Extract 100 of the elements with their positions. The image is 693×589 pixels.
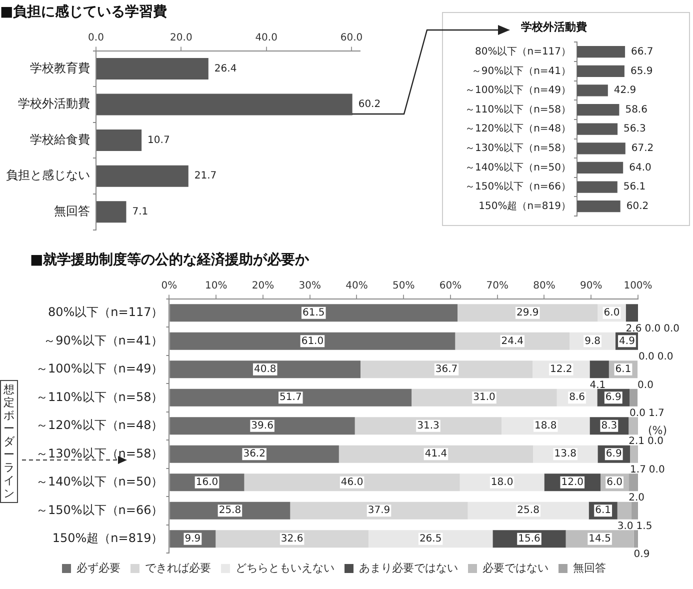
x-tick-label: 40.0: [255, 32, 278, 44]
bar: [577, 200, 620, 212]
y-tick-label: ～110%以下（n=58）: [465, 103, 572, 116]
bar: [170, 304, 458, 322]
data-label: 10.7: [148, 134, 170, 146]
y-tick-label: 80%以下（n=117）: [475, 45, 572, 58]
data-label: 51.7: [280, 392, 302, 404]
data-label: 6.9: [605, 392, 622, 404]
bar: [626, 304, 638, 322]
y-tick-label: 学校外活動費: [18, 96, 90, 111]
bar: [170, 502, 290, 520]
data-label: 26.5: [419, 533, 442, 544]
data-label: 18.0: [490, 476, 514, 488]
bar: [468, 502, 589, 520]
data-label: 32.6: [280, 533, 304, 544]
bar: [96, 94, 352, 116]
legend-label: あまり必要ではない: [359, 561, 458, 574]
bar: [96, 130, 142, 152]
y-tick-label: ～100%以下（n=49）: [465, 84, 572, 96]
y-tick-label: ～90%以下（n=41）: [471, 64, 572, 77]
data-label: 25.8: [218, 505, 242, 516]
y-tick-label: ～150%以下（n=66）: [36, 502, 164, 517]
data-label: 41.4: [424, 448, 448, 460]
data-label: 58.6: [625, 104, 648, 116]
y-tick-label: ～140%以下（n=50）: [465, 161, 572, 174]
data-label: 3.0: [617, 520, 634, 532]
x-tick-label: 70%: [486, 280, 508, 292]
data-label: 14.5: [588, 533, 611, 544]
data-label: 46.0: [340, 476, 364, 488]
data-label: 31.0: [473, 392, 496, 404]
chart-title: 学校外活動費: [521, 20, 587, 34]
data-label: 0.0: [648, 436, 664, 448]
x-tick-label: 20.0: [170, 32, 192, 44]
text: 想定ボーダーライン: [4, 383, 14, 500]
y-tick-label: ～140%以下（n=50）: [36, 474, 164, 489]
data-label: 29.9: [516, 308, 539, 319]
data-label: 66.7: [631, 46, 654, 58]
y-tick-label: 150%超（n=819）: [478, 200, 572, 212]
y-tick-label: 学校給食費: [30, 132, 90, 146]
x-tick-label: 80%: [533, 280, 556, 292]
data-label: 8.6: [569, 392, 586, 404]
data-label: 0.0: [664, 323, 680, 334]
x-tick-label: 60.0: [340, 32, 363, 44]
data-label: 67.2: [631, 143, 654, 154]
y-tick-label: ～120%以下（n=48）: [465, 122, 572, 135]
x-tick-label: 10%: [204, 280, 228, 292]
bar: [577, 142, 626, 154]
y-tick-label: 80%以下（n=117）: [48, 305, 164, 320]
data-label: 8.3: [601, 420, 618, 432]
data-label: 65.9: [630, 66, 653, 77]
data-label: 25.8: [517, 505, 540, 516]
data-label: 6.1: [595, 505, 612, 516]
data-label: 6.0: [604, 308, 620, 319]
x-tick-label: 40%: [346, 280, 368, 292]
bar: [628, 417, 638, 435]
data-label: 31.3: [417, 420, 440, 432]
legend-label: 必ず必要: [76, 561, 120, 574]
bar: [458, 304, 598, 322]
data-label: 40.8: [254, 364, 276, 376]
legend-label: 無回答: [573, 561, 606, 574]
data-label: 24.4: [501, 336, 524, 347]
y-tick-label: ～90%以下（n=41）: [44, 333, 164, 348]
data-label: 21.7: [194, 170, 217, 182]
chart-title: ■就学援助制度等の公的な経済援助が必要か: [30, 251, 310, 268]
data-label: 2.1: [628, 436, 645, 448]
bar: [170, 332, 456, 350]
bar: [170, 417, 355, 435]
y-tick-label: ～100%以下（n=49）: [36, 362, 164, 376]
data-label: 6.1: [615, 364, 632, 376]
bar: [577, 65, 624, 77]
bar: [244, 474, 460, 492]
y-tick-label: 無回答: [54, 204, 90, 218]
data-label: 36.7: [435, 364, 458, 376]
x-tick-label: 30%: [298, 280, 321, 292]
data-label: 1.5: [636, 520, 652, 532]
data-label: 0.0: [657, 352, 674, 363]
data-label: 6.9: [606, 448, 622, 460]
data-label: 4.9: [619, 336, 635, 347]
text: (%): [648, 424, 668, 437]
bar: [628, 474, 638, 492]
data-label: 39.6: [251, 420, 274, 432]
data-label: 26.4: [214, 63, 237, 74]
data-label: 6.0: [606, 476, 623, 488]
data-label: 0.0: [638, 352, 654, 363]
bar: [412, 388, 557, 406]
bar: [360, 360, 533, 378]
data-label: 13.8: [554, 448, 576, 460]
data-label: 42.9: [614, 85, 636, 96]
bar: [368, 530, 493, 548]
y-tick-label: ～150%以下（n=66）: [465, 180, 572, 193]
y-tick-label: 負担と感じない: [6, 168, 90, 182]
data-label: 61.0: [301, 336, 324, 347]
data-label: 56.3: [624, 124, 646, 135]
data-label: 12.2: [550, 364, 572, 376]
bar: [96, 165, 188, 187]
bar: [630, 388, 638, 406]
x-tick-label: 0.0: [88, 32, 104, 44]
legend-label: できれば必要: [145, 561, 211, 574]
bar: [170, 360, 360, 378]
bar: [170, 445, 339, 463]
